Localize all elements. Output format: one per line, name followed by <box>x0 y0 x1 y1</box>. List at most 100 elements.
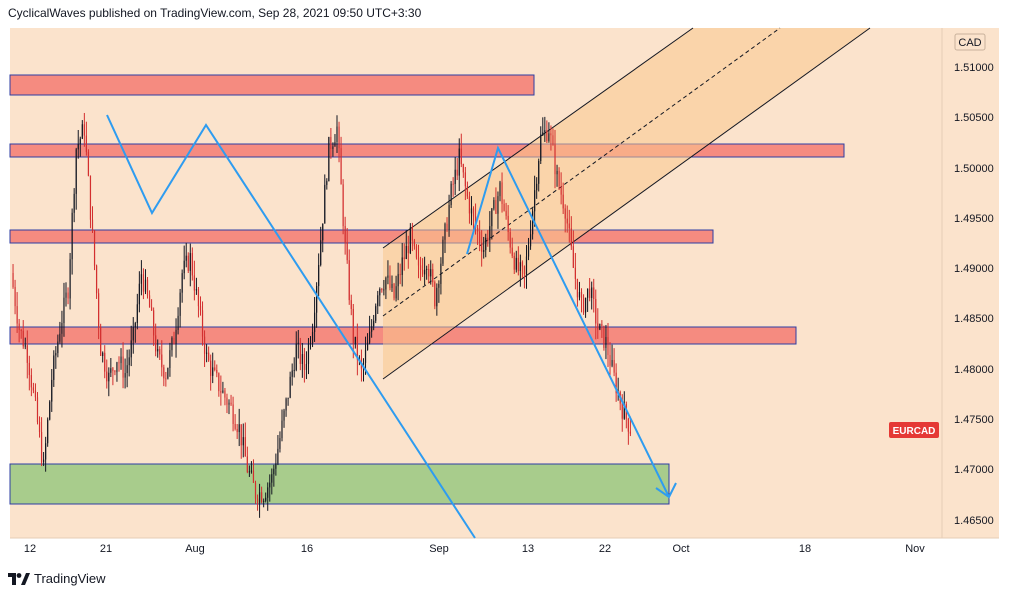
candle-body <box>352 308 354 344</box>
candle-body <box>191 253 193 276</box>
candle-body <box>179 292 181 316</box>
chart-header: CyclicalWaves published on TradingView.c… <box>8 6 422 20</box>
candle-body <box>525 256 528 275</box>
candle-body <box>413 240 416 247</box>
price-tick: 1.47000 <box>954 464 994 476</box>
candle-body <box>556 170 558 175</box>
candle-body <box>169 350 171 368</box>
candle-body <box>576 278 579 298</box>
candle-body <box>100 326 102 356</box>
candle-body <box>584 297 587 313</box>
candle-body <box>95 265 98 294</box>
candle-body <box>328 137 330 182</box>
candle-body <box>22 330 24 347</box>
candle-body <box>442 239 444 264</box>
candle-body <box>14 286 16 307</box>
price-tick: 1.47500 <box>954 414 994 426</box>
candle-body <box>532 211 534 235</box>
candle-body <box>385 277 387 290</box>
candle-body <box>279 438 281 449</box>
candle-body <box>366 342 369 350</box>
candle-body <box>371 326 373 332</box>
candle-body <box>116 362 118 373</box>
candle-body <box>173 337 175 345</box>
candle-body <box>515 257 517 270</box>
candle-body <box>411 227 413 241</box>
candle-body <box>318 264 320 287</box>
candle-body <box>511 247 513 256</box>
candle-body <box>49 401 51 420</box>
candle-body <box>71 212 73 260</box>
candle-body <box>309 343 312 345</box>
candle-body <box>163 367 165 379</box>
candle-body <box>487 237 489 241</box>
candle-body <box>375 306 377 321</box>
candle-body <box>120 356 122 364</box>
candle-body <box>124 373 126 378</box>
candle-body <box>150 307 153 311</box>
candle-body <box>57 341 59 354</box>
candle-body <box>501 182 503 204</box>
candle-body <box>485 237 487 251</box>
candle-body <box>472 208 475 217</box>
candle-body <box>307 343 310 365</box>
candle-body <box>399 274 401 276</box>
candle-body <box>419 265 422 270</box>
candle-body <box>491 208 493 227</box>
candle-body <box>83 124 85 136</box>
currency-label-box <box>954 33 986 51</box>
candle-body <box>554 144 556 175</box>
candle-body <box>230 402 232 405</box>
candle-body <box>73 193 75 213</box>
time-tick: 18 <box>799 543 811 555</box>
candle-body <box>81 124 83 139</box>
candle-body <box>356 336 358 360</box>
candle-body <box>436 287 438 307</box>
candle-body <box>591 287 593 298</box>
price-tick: 1.49000 <box>954 263 994 275</box>
candle-body <box>234 423 236 429</box>
candle-body <box>354 336 356 344</box>
candle-body <box>289 376 291 398</box>
candle-body <box>248 471 250 473</box>
candle-body <box>534 190 536 212</box>
candle-body <box>597 323 599 330</box>
tradingview-logo-text[interactable]: TradingView <box>34 571 106 586</box>
candle-body <box>226 397 228 405</box>
candle-body <box>517 257 519 272</box>
candle-body <box>570 228 572 247</box>
candle-body <box>544 130 546 133</box>
candle-body <box>340 148 342 185</box>
candle-body <box>479 231 481 243</box>
candle-body <box>503 203 505 211</box>
candle-body <box>483 250 485 252</box>
candle-body <box>322 223 324 241</box>
candle-body <box>589 288 591 298</box>
candle-body <box>26 345 28 363</box>
candle-body <box>424 269 426 275</box>
candle-body <box>527 246 530 257</box>
candle-body <box>189 253 191 271</box>
candle-body <box>258 492 261 503</box>
candle-body <box>369 331 371 343</box>
candle-body <box>566 218 568 224</box>
candle-body <box>153 310 155 336</box>
candle-body <box>32 387 35 391</box>
candle-body <box>311 332 314 344</box>
price-chart[interactable]: CAD 1.51000 1.50500 1.50000 1.49500 1.49… <box>0 0 1009 560</box>
candle-body <box>246 456 248 473</box>
candle-body <box>462 164 464 173</box>
price-axis: CAD 1.51000 1.50500 1.50000 1.49500 1.49… <box>889 33 994 527</box>
candle-body <box>256 498 259 503</box>
price-tick: 1.48500 <box>954 313 994 325</box>
candle-body <box>171 337 173 351</box>
candle-body <box>140 274 142 284</box>
candle-body <box>393 283 395 299</box>
candle-body <box>214 367 216 370</box>
candle-body <box>387 275 389 278</box>
candle-body <box>28 362 30 376</box>
candle-body <box>195 289 198 291</box>
candle-body <box>407 245 409 254</box>
candle-body <box>582 297 585 313</box>
candle-body <box>236 428 238 433</box>
